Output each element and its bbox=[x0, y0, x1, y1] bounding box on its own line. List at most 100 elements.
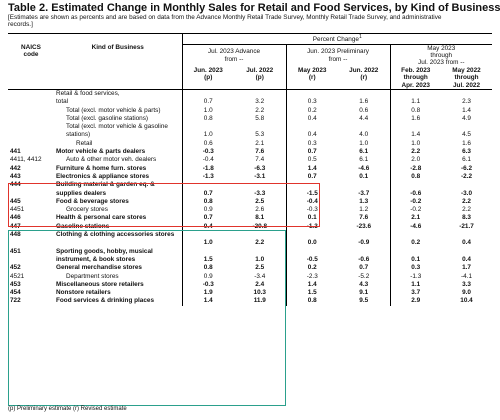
value-cell: 2.6 bbox=[255, 206, 265, 214]
kind-of-business: Electronics & appliance stores bbox=[56, 172, 150, 180]
value-cell: 0.4 bbox=[462, 239, 471, 247]
value-cell: -0.4 bbox=[285, 197, 338, 207]
value-cell bbox=[441, 89, 492, 98]
value-cell: 0.7 bbox=[285, 148, 338, 157]
table-subtitle: [Estimates are shown as percents and are… bbox=[8, 14, 442, 29]
value-cell: 0.6 bbox=[359, 106, 369, 114]
value-cell: 1.9 bbox=[181, 289, 234, 298]
value-cell: 2.5 bbox=[255, 264, 265, 272]
kind-of-business: Auto & other motor veh. dealers bbox=[66, 156, 157, 164]
value-cell: 0.4 bbox=[285, 114, 338, 124]
value-cell: 0.0 bbox=[285, 231, 338, 248]
table-row: 448 Clothing & clothing accessories store… bbox=[8, 231, 492, 248]
value-cell bbox=[285, 89, 338, 99]
value-cell: 1.0 bbox=[181, 123, 234, 140]
value-cell: -2.2 bbox=[461, 172, 473, 180]
value-cell bbox=[338, 89, 390, 98]
value-cell: 0.8 bbox=[181, 264, 234, 273]
value-cell: 0.8 bbox=[389, 106, 441, 115]
value-cell: 2.4 bbox=[255, 280, 265, 288]
kind-of-business: Nonstore retailers bbox=[56, 289, 111, 297]
value-cell: 0.6 bbox=[181, 139, 234, 149]
value-cell: 6.1 bbox=[359, 156, 369, 164]
value-cell: 2.0 bbox=[389, 156, 441, 165]
naics-code: 451 bbox=[10, 247, 21, 255]
kind-of-business: Total (excl. motor vehicle & gasoline st… bbox=[66, 123, 168, 139]
value-cell: -0.6 bbox=[358, 255, 370, 263]
value-cell: 0.4 bbox=[285, 123, 338, 140]
kind-of-business: Grocery stores bbox=[66, 206, 108, 214]
naics-code: 453 bbox=[10, 280, 21, 288]
table-row: 441 Motor vehicle & parts dealers -0.3 7.6 0… bbox=[8, 148, 492, 157]
value-cell: 8.3 bbox=[462, 214, 471, 222]
naics-code: 446 bbox=[10, 214, 21, 222]
value-cell: 2.1 bbox=[389, 214, 441, 223]
value-cell: 9.0 bbox=[462, 289, 471, 297]
value-cell: 4.5 bbox=[462, 131, 471, 139]
naics-code: 442 bbox=[10, 164, 21, 172]
naics-code: 444 bbox=[10, 181, 21, 189]
value-cell: 3.3 bbox=[462, 280, 471, 288]
value-cell: 4.3 bbox=[359, 280, 369, 288]
value-cell: -1.8 bbox=[181, 164, 234, 173]
value-cell: 0.7 bbox=[181, 181, 234, 198]
table-row: Retail 0.6 2.1 0.3 1.0 1.0 1.6 bbox=[8, 139, 492, 149]
value-cell: 0.8 bbox=[389, 172, 441, 182]
value-cell: -0.4 bbox=[181, 156, 234, 165]
kind-of-business: total bbox=[56, 98, 69, 106]
value-cell: 0.9 bbox=[181, 206, 234, 215]
value-cell: -1.5 bbox=[285, 181, 338, 198]
value-cell: 1.6 bbox=[359, 98, 369, 106]
naics-code: 452 bbox=[10, 264, 21, 272]
kind-of-business: Building material & garden eq. & supplie… bbox=[56, 181, 155, 197]
kind-of-business: Health & personal care stores bbox=[56, 214, 147, 222]
kind-of-business: Total (excl. motor vehicle & parts) bbox=[66, 106, 161, 114]
table-row: 451 Sporting goods, hobby, musical instru… bbox=[8, 247, 492, 265]
value-cell: 7.6 bbox=[255, 148, 265, 156]
value-cell: 1.3 bbox=[359, 197, 369, 205]
value-cell bbox=[389, 89, 441, 99]
value-cell: -0.3 bbox=[285, 206, 338, 215]
kind-of-business: General merchandise stores bbox=[56, 264, 142, 272]
table-row: Total (excl. motor vehicle & parts) 1.0 2.… bbox=[8, 106, 492, 115]
value-cell: 2.2 bbox=[462, 206, 471, 214]
table-row: 4411, 4412 Auto & other motor veh. dealer… bbox=[8, 156, 492, 165]
value-cell: 6.1 bbox=[462, 156, 471, 164]
table-row: 444 Building material & garden eq. & supp… bbox=[8, 181, 492, 198]
value-cell: 1.4 bbox=[285, 280, 338, 290]
value-cell: -6.3 bbox=[254, 164, 266, 172]
value-cell: 0.3 bbox=[285, 98, 338, 107]
col-header: Jun. 2022 (r) bbox=[338, 66, 390, 90]
value-cell: 0.9 bbox=[181, 272, 234, 281]
value-cell: -4.6 bbox=[389, 222, 441, 232]
value-cell: -4.1 bbox=[461, 272, 473, 280]
value-cell bbox=[181, 89, 234, 99]
value-cell: -23.6 bbox=[356, 222, 372, 230]
kind-of-business: Total (excl. gasoline stations) bbox=[66, 114, 149, 122]
value-cell: -20.8 bbox=[252, 222, 268, 230]
value-cell: 1.0 bbox=[181, 106, 234, 115]
col-header: May 2023 (r) bbox=[285, 66, 338, 90]
value-cell: -0.5 bbox=[285, 247, 338, 265]
value-cell: 1.4 bbox=[462, 106, 471, 114]
value-cell: -3.0 bbox=[461, 189, 473, 197]
table-row: Total (excl. gasoline stations) 0.8 5.8 0.4… bbox=[8, 114, 492, 124]
value-cell bbox=[234, 89, 286, 98]
value-cell: 2.2 bbox=[389, 148, 441, 157]
value-cell: 1.2 bbox=[359, 206, 369, 214]
table-row: 442 Furniture & home furn. stores -1.8 -6.3… bbox=[8, 164, 492, 173]
naics-code bbox=[8, 89, 54, 98]
value-cell: 1.1 bbox=[389, 98, 441, 107]
value-cell: 1.4 bbox=[181, 297, 234, 306]
value-cell: 10.3 bbox=[253, 289, 266, 297]
value-cell: 1.0 bbox=[389, 139, 441, 149]
table-body: Retail & food services, total 0.7 3.2 0.3 1.6… bbox=[8, 89, 492, 306]
naics-code bbox=[8, 140, 54, 148]
kind-of-business: Furniture & home furn. stores bbox=[56, 164, 147, 172]
value-cell: 6.1 bbox=[359, 148, 369, 156]
value-cell: 0.2 bbox=[389, 231, 441, 248]
kind-header: Kind of Business bbox=[91, 44, 144, 52]
value-cell: 9.1 bbox=[359, 289, 369, 297]
footnote: (p) Preliminary estimate (r) Revised est… bbox=[8, 406, 127, 412]
value-cell: 1.0 bbox=[181, 231, 234, 248]
